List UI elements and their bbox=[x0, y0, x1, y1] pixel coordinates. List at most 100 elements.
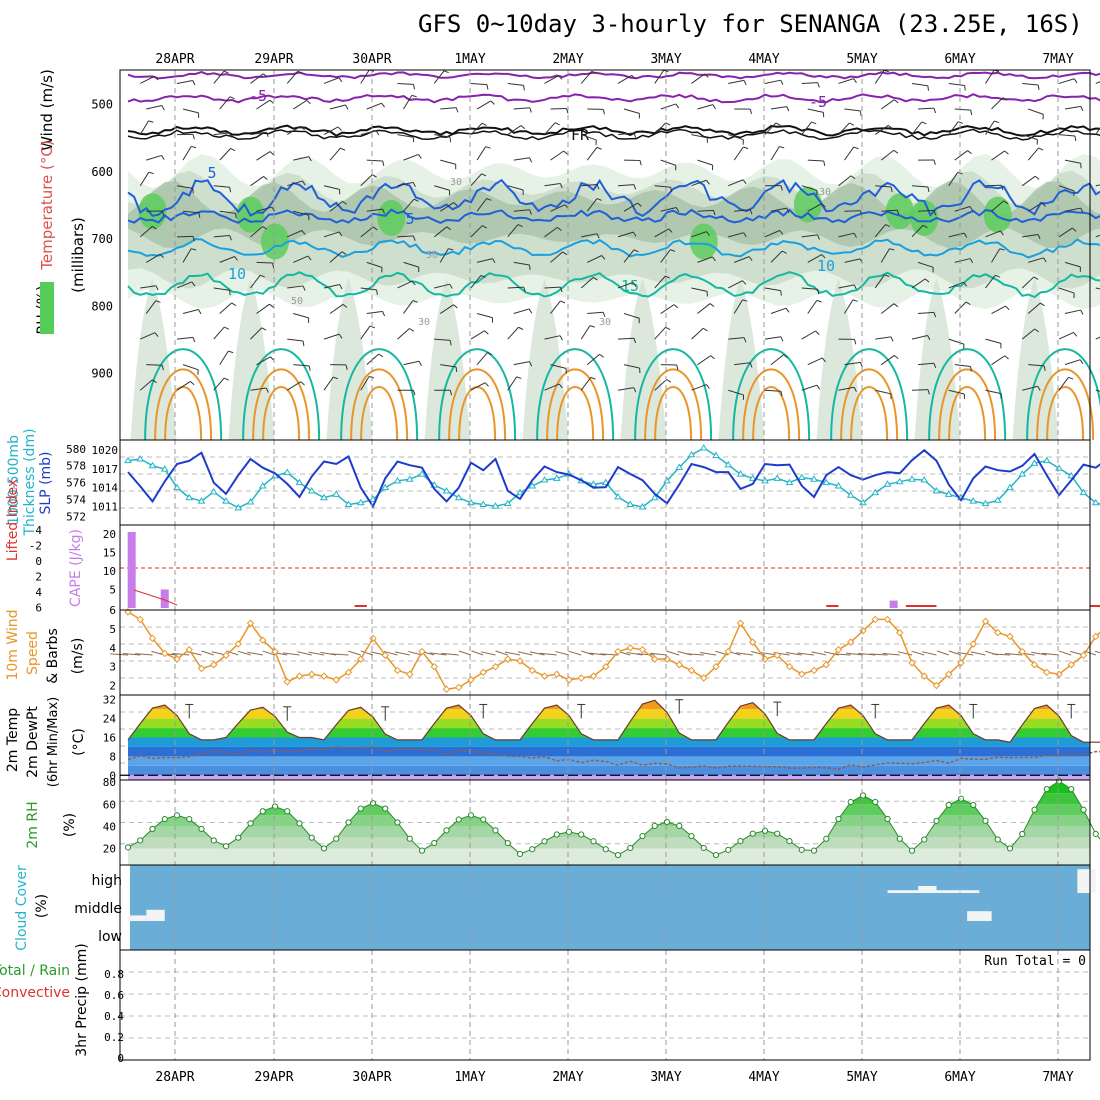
wind-barb-flag bbox=[306, 100, 311, 105]
wind-barb bbox=[844, 299, 854, 314]
wind-barb bbox=[734, 256, 750, 263]
wind-barb-flag bbox=[152, 379, 157, 384]
wind-barb bbox=[1028, 364, 1045, 367]
wind-barb bbox=[360, 130, 377, 136]
precip-tick-label: 0.4 bbox=[104, 1010, 124, 1023]
rh2m-point bbox=[847, 798, 854, 806]
precip-tick-label: 0.8 bbox=[104, 968, 124, 981]
cape-tick-label: 10 bbox=[103, 565, 116, 578]
temp2m-line bbox=[127, 699, 1100, 743]
wind10m-barb bbox=[686, 653, 704, 656]
wind-barb bbox=[691, 73, 705, 84]
wind-barb bbox=[985, 274, 996, 289]
precip-tick-label: 0.2 bbox=[104, 1031, 124, 1044]
wind-barb-flag bbox=[821, 254, 826, 259]
wind10m-barb bbox=[226, 650, 239, 656]
wind-barb bbox=[660, 249, 671, 263]
wind10m-barb bbox=[383, 650, 398, 656]
wind-barb-flag bbox=[666, 379, 672, 383]
wind-barb bbox=[770, 250, 783, 263]
wind-barb-flag bbox=[821, 357, 826, 363]
wind-barb-flag bbox=[706, 384, 710, 389]
wind-barb-flag bbox=[560, 287, 563, 293]
rh2m-point bbox=[761, 827, 769, 834]
wind-barb bbox=[623, 249, 635, 263]
wind-barb bbox=[1095, 184, 1100, 187]
wind-barb-flag bbox=[520, 125, 526, 130]
thickness-point bbox=[724, 460, 733, 468]
wind10m-barb bbox=[588, 652, 606, 656]
wind-barb-flag bbox=[853, 284, 857, 290]
contour-label: 10 bbox=[817, 257, 835, 275]
label-wind10m-speed: Speed bbox=[25, 631, 41, 675]
wind10m-tick-label: 4 bbox=[109, 642, 116, 655]
panel-frame bbox=[119, 949, 1091, 1061]
thickness-tick-label: 580 bbox=[66, 443, 86, 456]
thickness-point bbox=[675, 463, 684, 470]
wind-barb-flag bbox=[376, 289, 378, 295]
wind-barb-flag bbox=[775, 122, 781, 126]
wind-barb-flag bbox=[785, 307, 790, 313]
rh2m-point bbox=[149, 825, 156, 833]
label-precip-total: Total / Rain bbox=[0, 963, 70, 979]
wind-barb-flag bbox=[490, 100, 495, 105]
thickness-point bbox=[332, 490, 341, 497]
rh2m-point bbox=[639, 832, 646, 840]
wind-barb bbox=[219, 210, 236, 214]
wind-barb bbox=[770, 106, 787, 110]
temp-arch bbox=[546, 368, 605, 441]
rh-plume bbox=[326, 278, 373, 440]
wind10m-speed-point bbox=[1067, 661, 1075, 669]
temp-band bbox=[128, 765, 1090, 776]
rh2m-point bbox=[492, 827, 499, 834]
wind-barb-flag bbox=[712, 104, 716, 110]
label-temp2m: 2m Temp bbox=[5, 708, 21, 772]
wind-barb-flag bbox=[969, 258, 974, 264]
wind-barb-flag bbox=[849, 122, 855, 126]
wind10m-speed-point bbox=[185, 645, 193, 654]
wind-barb bbox=[544, 286, 561, 289]
label-cloud: Cloud Cover bbox=[14, 865, 30, 951]
wind-barb bbox=[838, 386, 855, 391]
wind-barb-flag bbox=[224, 326, 229, 330]
wind-barb-flag bbox=[999, 230, 1004, 236]
rh2m-point bbox=[345, 819, 352, 826]
wind-barb bbox=[770, 307, 787, 314]
wind-barb-flag bbox=[1041, 202, 1046, 207]
rh2m-point bbox=[933, 817, 940, 824]
time-label-bottom: 30APR bbox=[352, 1070, 391, 1085]
wind-barb bbox=[403, 261, 419, 268]
wind10m-barb bbox=[699, 652, 717, 656]
rh-maximum bbox=[885, 193, 914, 230]
wind-barb-flag bbox=[302, 180, 306, 186]
wind-barb-flag bbox=[413, 235, 416, 241]
wind-barb bbox=[323, 77, 340, 84]
wind-barb bbox=[397, 181, 414, 187]
wind10m-speed-point bbox=[442, 685, 451, 694]
rh2m-point bbox=[872, 798, 879, 806]
wind-barb-flag bbox=[668, 228, 673, 233]
label-cape: CAPE (J/kg) bbox=[68, 529, 84, 607]
wind-barb bbox=[654, 379, 667, 391]
wind-barb bbox=[801, 121, 812, 135]
thickness-point bbox=[185, 493, 194, 501]
wind-barb bbox=[1064, 309, 1081, 315]
wind-barb-flag bbox=[665, 275, 671, 279]
label-temperature: Temperature (°C) bbox=[38, 140, 56, 270]
rh2m-point bbox=[1055, 778, 1063, 785]
wind-barb-flag bbox=[859, 110, 862, 116]
wind-barb bbox=[1027, 147, 1039, 161]
time-label-top: 5MAY bbox=[846, 52, 877, 67]
thickness-point bbox=[736, 470, 745, 477]
time-label-top: 3MAY bbox=[650, 52, 681, 67]
rh-plume bbox=[1012, 278, 1059, 440]
wind-barb-flag bbox=[148, 171, 154, 175]
wind-barb bbox=[875, 185, 892, 188]
time-label-bottom: 2MAY bbox=[552, 1070, 583, 1085]
wind10m-speed-point bbox=[381, 651, 389, 660]
wind-barb bbox=[807, 254, 822, 263]
wind-barb bbox=[470, 122, 483, 135]
wind10m-speed-point bbox=[430, 662, 438, 671]
rh2m-point bbox=[222, 843, 230, 850]
temp2m-panel: 0 8 16 24 32 bbox=[103, 694, 1100, 782]
